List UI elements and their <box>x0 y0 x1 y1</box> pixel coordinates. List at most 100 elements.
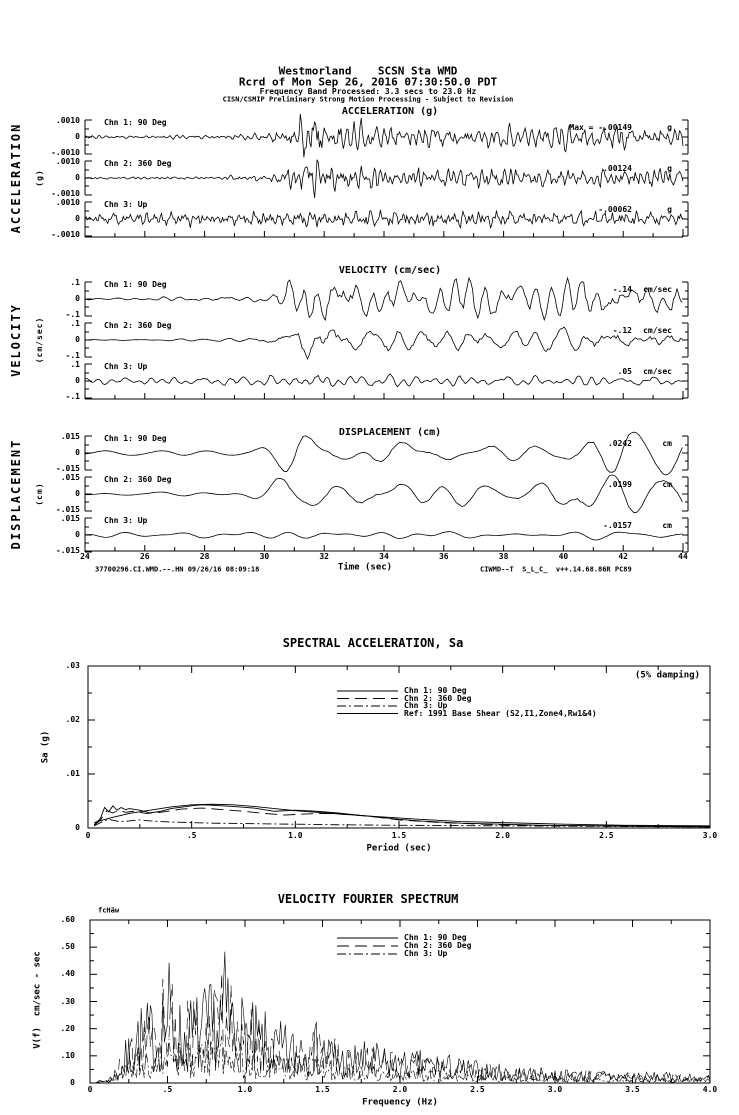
plot-stroke <box>89 1035 711 1084</box>
plot-stroke <box>84 531 683 541</box>
channel-label: Chn 1: 90 Deg <box>104 280 167 289</box>
ytick-label: .10 <box>60 1050 75 1060</box>
xtick-label: 0 <box>87 1085 93 1094</box>
plot-stroke <box>87 665 711 829</box>
legend-entry-label: Chn 1: 90 Deg <box>404 686 467 695</box>
plot-stroke <box>84 209 684 229</box>
max-unit-label: cm/sec <box>643 326 672 335</box>
time-axis-label: Time (sec) <box>337 562 393 573</box>
channel-label: Chn 3: Up <box>104 516 148 525</box>
ytick-label: .015 <box>60 432 80 441</box>
ytick-label: 0 <box>75 335 80 344</box>
ytick-label: 0 <box>75 530 80 539</box>
xtick-label: 40 <box>558 552 569 561</box>
ytick-label: 0 <box>75 489 80 498</box>
ytick-label: .1 <box>70 319 80 328</box>
sa-ylabel: Sa (g) <box>40 730 51 764</box>
ytick-label: .0010 <box>55 198 80 207</box>
damping-annotation: (5% damping) <box>634 670 700 681</box>
ytick-label: .50 <box>60 942 75 952</box>
displacement-ylabel: DISPLACEMENT <box>9 438 23 550</box>
velocity-title: VELOCITY (cm/sec) <box>338 265 442 276</box>
velocity-units-label: (cm/sec) <box>35 316 44 364</box>
ytick-label: 0 <box>75 214 80 223</box>
ytick-label: -.015 <box>55 464 80 473</box>
record-time-line: Rcrd of Mon Sep 26, 2016 07:30:50.0 PDT <box>238 75 498 89</box>
plot-stroke <box>84 373 683 388</box>
ytick-label: .0010 <box>55 157 80 166</box>
ytick-label: .60 <box>60 915 75 924</box>
max-value-label: .00124 <box>603 164 632 173</box>
ytick-label: .20 <box>60 1023 75 1033</box>
legend-entry-label: Chn 2: 360 Deg <box>404 941 472 950</box>
xtick-label: 3.0 <box>702 831 718 840</box>
plot-stroke <box>84 159 684 199</box>
ytick-label: -.1 <box>65 392 80 401</box>
max-unit-label: g <box>667 164 672 173</box>
plot-stroke <box>89 951 711 1084</box>
max-value-label: .0199 <box>607 480 632 489</box>
legend-entry-label: Chn 1: 90 Deg <box>404 933 467 942</box>
plot-stroke <box>89 919 711 1084</box>
channel-label: Chn 2: 360 Deg <box>104 475 172 484</box>
xtick-label: 1.0 <box>237 1085 253 1094</box>
xtick-label: 2.5 <box>599 831 614 840</box>
ytick-label: 0 <box>75 294 80 303</box>
plot-stroke <box>84 326 683 361</box>
max-value-label: Max = -.00149 <box>569 123 632 132</box>
channel-label: Chn 1: 90 Deg <box>104 434 167 443</box>
displacement-units-label: (cm) <box>35 482 44 506</box>
channel-label: Chn 2: 360 Deg <box>104 321 172 330</box>
acceleration-ylabel: ACCELERATION <box>9 122 23 234</box>
xtick-label: 2.5 <box>470 1085 485 1094</box>
ytick-label: 0 <box>75 376 80 385</box>
acceleration-units-label: (g) <box>35 169 44 187</box>
max-unit-label: cm <box>662 439 672 448</box>
ytick-label: -.0010 <box>51 148 80 157</box>
xtick-label: 0 <box>85 831 91 840</box>
ytick-label: 0 <box>75 132 80 141</box>
fourier-title: VELOCITY FOURIER SPECTRUM <box>277 892 459 906</box>
xtick-label: 44 <box>678 552 688 561</box>
xtick-label: .5 <box>162 1085 173 1094</box>
max-value-label: -.12 <box>612 326 632 335</box>
legend-entry-label: Ref: 1991 Base Shear (S2,I1,Zone4,Rw1&4) <box>404 708 597 718</box>
xtick-label: 36 <box>438 552 449 561</box>
xtick-label: 32 <box>319 552 330 561</box>
ytick-label: 0 <box>75 448 80 457</box>
acceleration-title: ACCELERATION (g) <box>341 106 439 117</box>
xtick-label: 34 <box>379 552 389 561</box>
xtick-label: 26 <box>139 552 150 561</box>
max-unit-label: g <box>667 205 672 214</box>
xtick-label: 2.0 <box>495 831 510 840</box>
plot-stroke <box>84 113 684 158</box>
max-value-label: -.00062 <box>598 205 632 214</box>
plot-stroke <box>84 431 683 476</box>
ytick-label: -.0010 <box>51 189 80 198</box>
ytick-label: 0 <box>75 173 80 182</box>
channel-label: Chn 1: 90 Deg <box>104 118 167 127</box>
plot-stroke <box>84 276 683 322</box>
station-line: Westmorland SCSN Sta WMD <box>278 64 458 78</box>
plot-stroke <box>94 818 711 828</box>
plot-stroke <box>84 474 683 514</box>
ytick-label: .0010 <box>55 116 80 125</box>
plot-stroke <box>89 973 711 1084</box>
ytick-label: -.1 <box>65 310 80 319</box>
legend-entry-label: Chn 2: 360 Deg <box>404 693 472 703</box>
channel-label: Chn 3: Up <box>104 362 148 371</box>
ytick-label: .1 <box>70 278 80 287</box>
plot-stroke <box>94 803 711 827</box>
xtick-label: 1.5 <box>391 831 407 840</box>
ytick-label: -.0010 <box>51 230 80 239</box>
ytick-label: .015 <box>60 514 80 523</box>
xtick-label: 30 <box>259 552 270 561</box>
xtick-label: 42 <box>618 552 629 561</box>
ytick-label: .1 <box>70 360 80 369</box>
frequency-axis-label: Frequency (Hz) <box>362 1097 438 1108</box>
channel-label: Chn 2: 360 Deg <box>104 159 172 168</box>
channel-label: Chn 3: Up <box>104 200 148 209</box>
max-unit-label: cm <box>662 521 672 530</box>
